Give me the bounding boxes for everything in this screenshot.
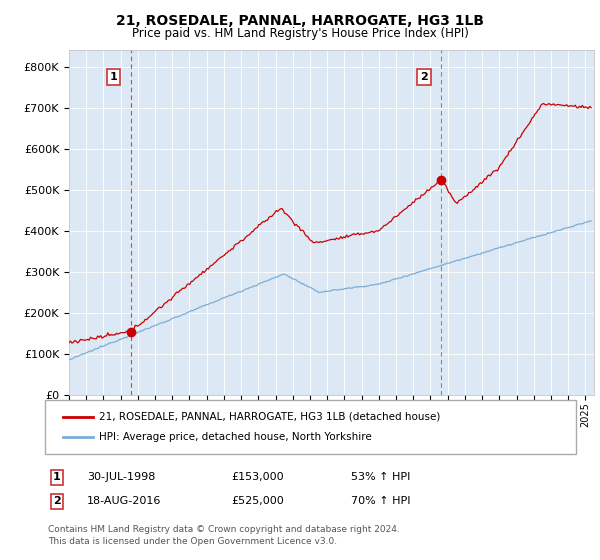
Text: 53% ↑ HPI: 53% ↑ HPI (351, 472, 410, 482)
Text: 18-AUG-2016: 18-AUG-2016 (87, 496, 161, 506)
Text: 1: 1 (110, 72, 117, 82)
Text: HPI: Average price, detached house, North Yorkshire: HPI: Average price, detached house, Nort… (99, 432, 372, 442)
Text: Price paid vs. HM Land Registry's House Price Index (HPI): Price paid vs. HM Land Registry's House … (131, 27, 469, 40)
Text: 70% ↑ HPI: 70% ↑ HPI (351, 496, 410, 506)
Text: 21, ROSEDALE, PANNAL, HARROGATE, HG3 1LB: 21, ROSEDALE, PANNAL, HARROGATE, HG3 1LB (116, 14, 484, 28)
Text: 2: 2 (420, 72, 428, 82)
Text: £153,000: £153,000 (231, 472, 284, 482)
Text: 30-JUL-1998: 30-JUL-1998 (87, 472, 155, 482)
Text: 2: 2 (53, 496, 61, 506)
Text: 1: 1 (53, 472, 61, 482)
Text: Contains HM Land Registry data © Crown copyright and database right 2024.: Contains HM Land Registry data © Crown c… (48, 525, 400, 534)
Text: This data is licensed under the Open Government Licence v3.0.: This data is licensed under the Open Gov… (48, 537, 337, 546)
Text: £525,000: £525,000 (231, 496, 284, 506)
Text: 21, ROSEDALE, PANNAL, HARROGATE, HG3 1LB (detached house): 21, ROSEDALE, PANNAL, HARROGATE, HG3 1LB… (99, 412, 440, 422)
